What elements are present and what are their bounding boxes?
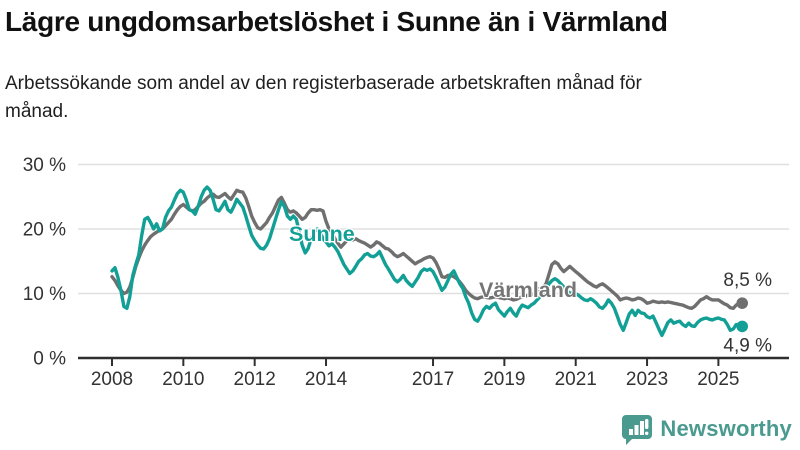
x-axis-label-2021: 2021 bbox=[555, 369, 597, 390]
y-axis-label-10: 10 % bbox=[23, 284, 66, 305]
newsworthy-logo: Newsworthy bbox=[621, 413, 792, 445]
page-title: Lägre ungdomsarbetslöshet i Sunne än i V… bbox=[5, 6, 668, 37]
y-axis-label-20: 20 % bbox=[23, 220, 66, 241]
line-värmland bbox=[110, 188, 741, 310]
end-dot-värmland bbox=[736, 297, 748, 309]
x-axis-label-2023: 2023 bbox=[626, 369, 668, 390]
y-axis-label-0: 0 % bbox=[33, 349, 66, 370]
x-axis-label-2017: 2017 bbox=[412, 369, 454, 390]
line-sunne bbox=[110, 185, 741, 338]
x-axis-label-2014: 2014 bbox=[305, 369, 348, 390]
newsworthy-logo-icon bbox=[622, 415, 653, 445]
series-label-sunne: Sunne bbox=[289, 222, 355, 246]
end-value-label-värmland: 8,5 % bbox=[723, 270, 772, 291]
y-axis-label-30: 30 % bbox=[23, 155, 66, 176]
x-axis-label-2019: 2019 bbox=[483, 369, 525, 390]
x-axis-label-2012: 2012 bbox=[234, 369, 276, 390]
end-value-label-sunne: 4,9 % bbox=[723, 335, 772, 356]
newsworthy-logo-text: Newsworthy bbox=[660, 416, 792, 441]
x-axis-label-2008: 2008 bbox=[91, 369, 133, 390]
x-axis-label-2025: 2025 bbox=[697, 369, 739, 390]
end-dot-sunne bbox=[736, 320, 748, 333]
chart-subtitle: Arbetssökande som andel av den registerb… bbox=[5, 73, 642, 122]
x-axis-label-2010: 2010 bbox=[162, 369, 204, 390]
series-label-värmland: Värmland bbox=[479, 278, 577, 302]
